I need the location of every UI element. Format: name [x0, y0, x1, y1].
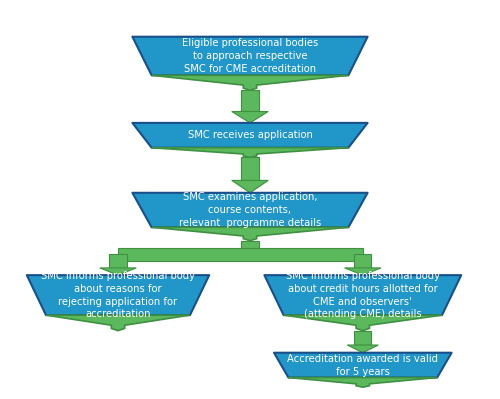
Text: SMC informs professional body
about reasons for
rejecting application for
accred: SMC informs professional body about reas… [41, 271, 195, 319]
Polygon shape [46, 315, 190, 331]
Polygon shape [354, 255, 372, 268]
Polygon shape [288, 377, 437, 387]
Polygon shape [152, 75, 348, 90]
Polygon shape [348, 345, 378, 353]
Polygon shape [242, 241, 258, 255]
Polygon shape [27, 275, 209, 315]
Text: SMC informs professional body
about credit hours allotted for
CME and observers': SMC informs professional body about cred… [286, 271, 440, 319]
Text: Accreditation awarded is valid
for 5 years: Accreditation awarded is valid for 5 yea… [288, 354, 438, 377]
Polygon shape [284, 315, 442, 331]
Polygon shape [354, 331, 372, 345]
Polygon shape [242, 90, 258, 111]
Polygon shape [232, 111, 268, 123]
Polygon shape [264, 275, 461, 315]
Polygon shape [344, 268, 381, 275]
Polygon shape [242, 157, 258, 180]
Polygon shape [132, 37, 368, 75]
Polygon shape [152, 148, 348, 157]
Text: Eligible professional bodies
to approach respective
SMC for CME accreditation: Eligible professional bodies to approach… [182, 38, 318, 74]
Polygon shape [110, 255, 126, 268]
Polygon shape [232, 180, 268, 193]
Polygon shape [152, 227, 348, 241]
Polygon shape [274, 353, 452, 377]
Polygon shape [132, 193, 368, 227]
Polygon shape [118, 247, 363, 261]
Text: SMC receives application: SMC receives application [188, 130, 312, 140]
Polygon shape [132, 123, 368, 148]
Text: SMC examines application,
course contents,
relevant  programme details: SMC examines application, course content… [179, 192, 321, 228]
Polygon shape [100, 268, 136, 275]
